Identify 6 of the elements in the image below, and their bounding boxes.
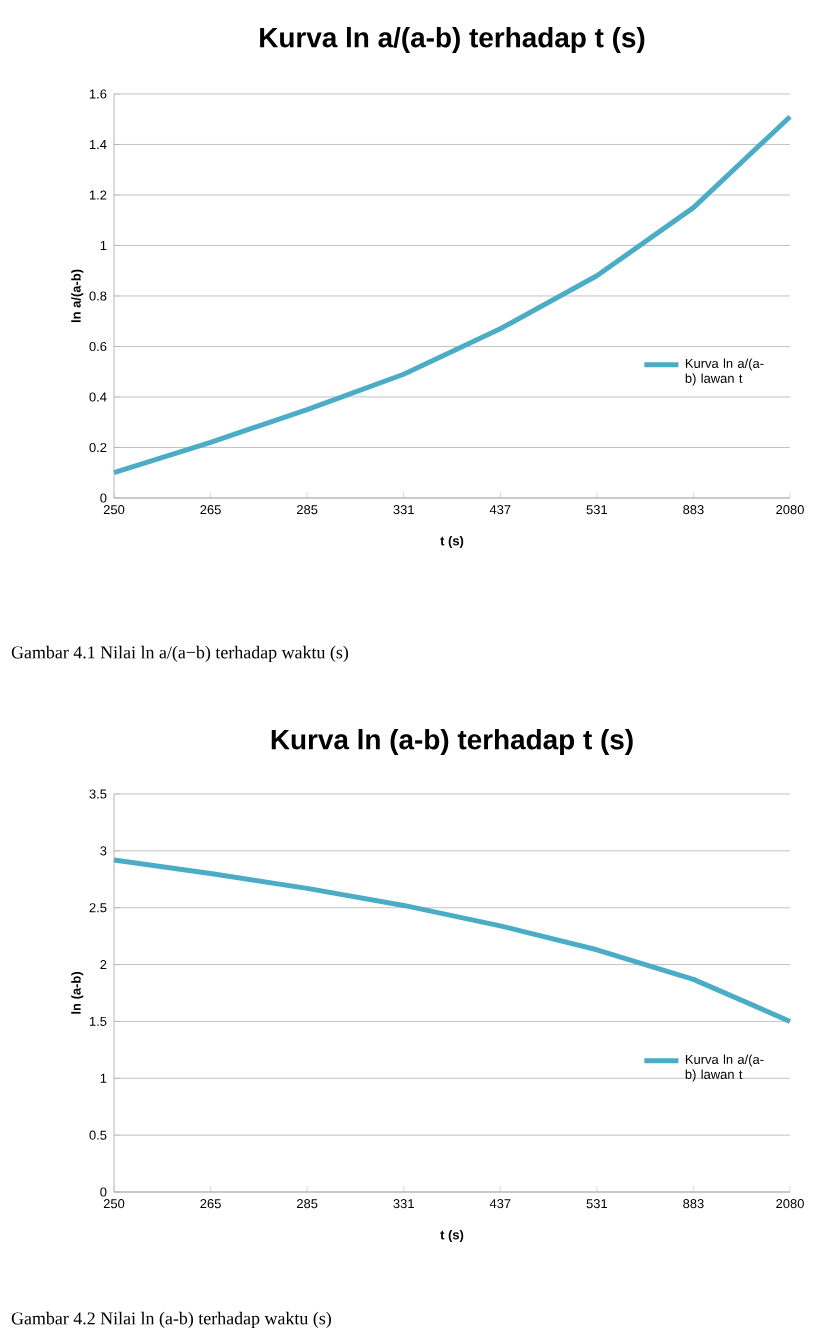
chart-title: Kurva ln (a-b) terhadap t (s) xyxy=(271,728,633,755)
text: Gambar 4.1 Nilai ln a/(a−b) terhadap waktu (s) xyxy=(11,645,349,663)
line-series xyxy=(111,857,793,1024)
line-series xyxy=(111,114,793,476)
text: Gambar 4.2 Nilai ln (a-b) terhadap waktu (s) xyxy=(11,1311,331,1329)
chart-title: Kurva ln a/(a-b) terhadap t (s) xyxy=(260,26,645,53)
